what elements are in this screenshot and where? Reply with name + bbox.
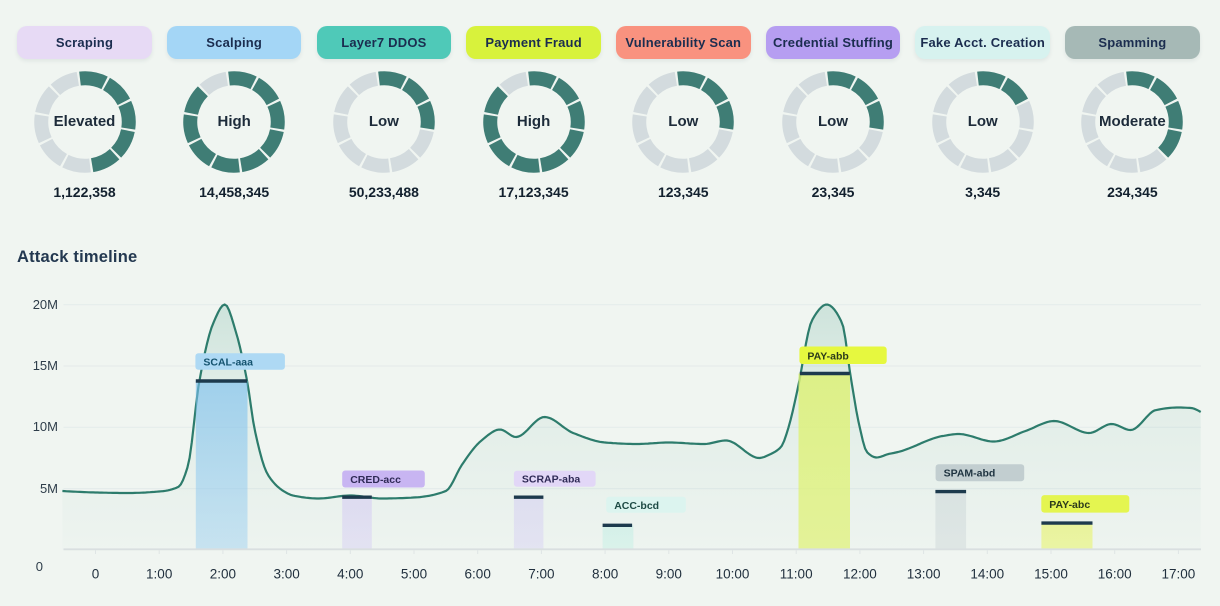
- svg-text:0: 0: [36, 559, 43, 574]
- svg-text:SCRAP-aba: SCRAP-aba: [522, 474, 581, 486]
- svg-text:20M: 20M: [33, 297, 58, 312]
- svg-text:PAY-abb: PAY-abb: [807, 350, 848, 362]
- svg-text:0: 0: [92, 567, 100, 582]
- svg-text:ACC-bcd: ACC-bcd: [614, 500, 659, 512]
- svg-text:8:00: 8:00: [592, 567, 618, 582]
- svg-text:9:00: 9:00: [656, 567, 682, 582]
- svg-text:6:00: 6:00: [465, 567, 491, 582]
- svg-text:16:00: 16:00: [1098, 567, 1132, 582]
- svg-text:CRED-acc: CRED-acc: [350, 474, 401, 486]
- svg-text:10:00: 10:00: [716, 567, 750, 582]
- svg-text:13:00: 13:00: [907, 567, 941, 582]
- svg-text:PAY-abc: PAY-abc: [1049, 499, 1090, 511]
- svg-text:3:00: 3:00: [273, 567, 299, 582]
- svg-text:12:00: 12:00: [843, 567, 877, 582]
- svg-text:5:00: 5:00: [401, 567, 427, 582]
- svg-text:15M: 15M: [33, 358, 58, 373]
- svg-text:4:00: 4:00: [337, 567, 363, 582]
- svg-text:10M: 10M: [33, 419, 58, 434]
- svg-text:5M: 5M: [40, 481, 58, 496]
- svg-text:17:00: 17:00: [1162, 567, 1196, 582]
- svg-text:2:00: 2:00: [210, 567, 236, 582]
- svg-text:SPAM-abd: SPAM-abd: [944, 468, 996, 480]
- svg-text:1:00: 1:00: [146, 567, 172, 582]
- svg-text:SCAL-aaa: SCAL-aaa: [203, 357, 253, 369]
- svg-text:11:00: 11:00: [780, 567, 813, 582]
- svg-text:14:00: 14:00: [970, 567, 1004, 582]
- svg-text:7:00: 7:00: [528, 567, 554, 582]
- svg-text:15:00: 15:00: [1034, 567, 1068, 582]
